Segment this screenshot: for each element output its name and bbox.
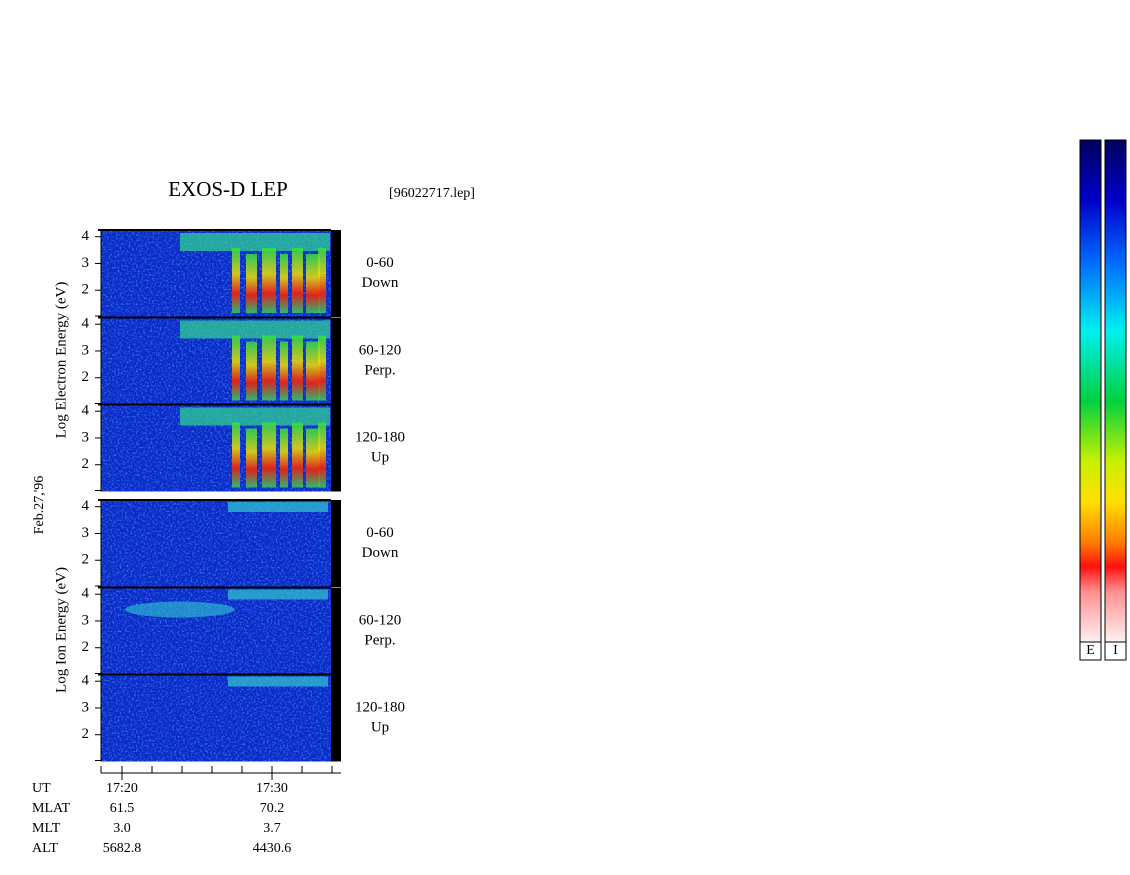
info-value: 70.2 (260, 801, 285, 816)
y-tick-label: 2 (82, 639, 90, 655)
spectrogram-burst (306, 341, 320, 401)
spectrogram-burst (232, 422, 240, 488)
date-label: Feb.27,'96 (32, 476, 47, 535)
spectrogram-burst (318, 248, 326, 313)
spectrogram-noise (101, 674, 331, 762)
colorbar-label-box (1104, 641, 1127, 661)
spectrogram-band (228, 676, 328, 687)
panel-direction: Up (371, 449, 389, 465)
panel-direction: Up (371, 719, 389, 735)
spectrogram-band (180, 320, 330, 339)
y-axis-label: Log Ion Energy (eV) (53, 567, 69, 693)
spectrogram-burst (318, 335, 326, 401)
info-table: UT 17:20 17:30 MLAT 61.5 70.2 MLT 3.0 3.7 ALT 5682… (32, 781, 291, 856)
spectrogram-burst (246, 254, 257, 313)
spectrogram-burst (306, 428, 320, 488)
panel-range: 60-120 (359, 342, 402, 358)
y-tick-label: 4 (82, 316, 90, 332)
y-tick-label: 3 (82, 525, 90, 541)
spectrogram-burst (246, 428, 257, 488)
y-tick-label: 3 (82, 342, 90, 358)
spectrogram-noise (101, 587, 331, 675)
info-value: 3.0 (113, 821, 131, 836)
time-axis (100, 766, 341, 780)
y-tick-label: 2 (82, 369, 90, 385)
panel-range: 0-60 (366, 255, 394, 271)
info-value: 5682.8 (103, 841, 142, 856)
spectrogram-burst (262, 248, 276, 313)
spectrogram-band (228, 589, 328, 600)
spectrogram-noise (101, 500, 331, 587)
y-tick-label: 4 (82, 498, 90, 514)
panel-strip (331, 230, 341, 317)
y-tick-label: 3 (82, 255, 90, 271)
y-tick-label: 2 (82, 456, 90, 472)
colorbar-label: E (1086, 643, 1095, 658)
spectrogram-band (125, 601, 235, 618)
info-value: 17:20 (106, 781, 138, 796)
spectrogram-burst (246, 341, 257, 401)
y-tick-label: 4 (82, 403, 90, 419)
info-key: MLAT (32, 801, 71, 816)
info-value: 4430.6 (253, 841, 292, 856)
spectrogram-burst (292, 248, 303, 313)
spectrogram-burst (292, 422, 303, 488)
panel-range: 120-180 (355, 429, 405, 445)
file-name: [96022717.lep] (389, 186, 475, 201)
spectrogram-band (228, 502, 328, 512)
info-value: 3.7 (263, 821, 281, 836)
y-tick-label: 4 (82, 673, 90, 689)
y-tick-label: 4 (82, 586, 90, 602)
panel-strip (331, 404, 341, 492)
info-value: 17:30 (256, 781, 288, 796)
spectrogram-band (180, 233, 330, 251)
spectrogram-burst (280, 254, 288, 313)
panel-direction: Perp. (364, 632, 395, 648)
info-value: 61.5 (110, 801, 135, 816)
panel-range: 60-120 (359, 612, 402, 628)
spectrogram-burst (318, 422, 326, 488)
panel-strip (331, 500, 341, 587)
panels: 4 3 2 0-60 Down 4 3 2 60-120 Perp. 4 3 2 120-180 Up 4 3 2… (82, 228, 405, 762)
colorbar (1079, 139, 1102, 643)
panel-strip (331, 317, 341, 405)
info-key: UT (32, 781, 51, 796)
y-tick-label: 3 (82, 699, 90, 715)
spectrogram-burst (262, 335, 276, 401)
chart-title: EXOS-D LEP (168, 177, 288, 201)
y-axis-label: Log Electron Energy (eV) (53, 282, 69, 439)
spectrogram-band (180, 407, 330, 426)
info-key: MLT (32, 821, 61, 836)
panel-direction: Down (362, 545, 399, 561)
spectrogram-burst (280, 428, 288, 488)
panel-range: 0-60 (366, 525, 394, 541)
y-tick-label: 2 (82, 552, 90, 568)
panel-range: 120-180 (355, 699, 405, 715)
info-key: ALT (32, 841, 58, 856)
panel-direction: Down (362, 275, 399, 291)
colorbar-label: I (1113, 643, 1118, 658)
colorbar-label-box (1079, 641, 1102, 661)
panel-strip (331, 674, 341, 762)
y-tick-label: 4 (82, 228, 90, 244)
spectrogram-burst (262, 422, 276, 488)
panel-strip (331, 587, 341, 675)
y-tick-label: 3 (82, 612, 90, 628)
y-tick-label: 3 (82, 429, 90, 445)
spectrogram-burst (232, 335, 240, 401)
spectrogram-burst (292, 335, 303, 401)
y-tick-label: 2 (82, 282, 90, 298)
spectrogram-burst (280, 341, 288, 401)
panel-direction: Perp. (364, 362, 395, 378)
y-tick-label: 2 (82, 726, 90, 742)
spectrogram-burst (232, 248, 240, 313)
colorbar (1104, 139, 1127, 643)
spectrogram-burst (306, 254, 320, 313)
